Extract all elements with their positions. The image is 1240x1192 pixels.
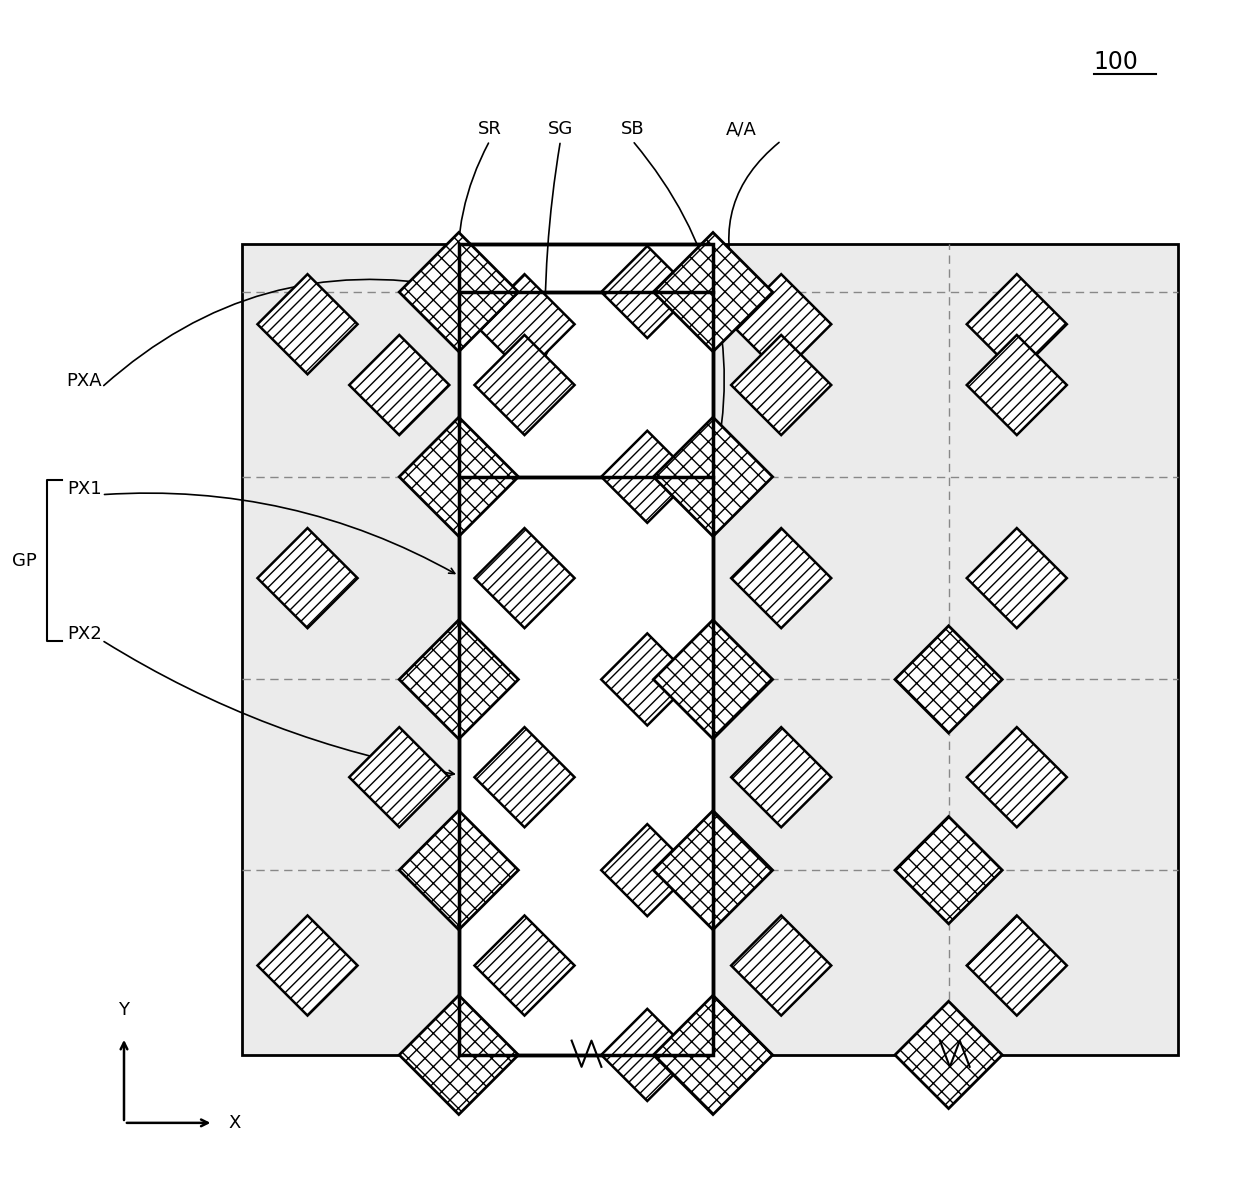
Polygon shape (399, 417, 518, 536)
Polygon shape (601, 1008, 693, 1101)
Polygon shape (258, 528, 357, 628)
Polygon shape (653, 995, 773, 1115)
Polygon shape (967, 727, 1066, 827)
Polygon shape (895, 817, 1002, 924)
Polygon shape (475, 528, 574, 628)
Polygon shape (895, 1001, 1002, 1109)
Polygon shape (399, 232, 518, 352)
Polygon shape (967, 528, 1066, 628)
Polygon shape (967, 274, 1066, 374)
Polygon shape (653, 417, 773, 536)
Text: PX2: PX2 (67, 625, 102, 644)
Bar (459, 244, 713, 1055)
Text: X: X (228, 1113, 241, 1132)
Polygon shape (653, 811, 773, 930)
Polygon shape (653, 620, 773, 739)
Text: PX1: PX1 (67, 479, 102, 498)
Text: GP: GP (12, 552, 37, 570)
Bar (459, 244, 713, 1055)
Polygon shape (732, 274, 831, 374)
Text: A/A: A/A (727, 120, 756, 138)
Polygon shape (399, 620, 518, 739)
Polygon shape (601, 430, 693, 523)
Bar (242, 244, 1178, 1055)
Polygon shape (350, 335, 449, 435)
Polygon shape (967, 335, 1066, 435)
Polygon shape (732, 528, 831, 628)
Polygon shape (475, 335, 574, 435)
Polygon shape (895, 626, 1002, 733)
Text: 100: 100 (1094, 50, 1138, 74)
Polygon shape (653, 232, 773, 352)
Polygon shape (732, 335, 831, 435)
Polygon shape (732, 915, 831, 1016)
Polygon shape (601, 633, 693, 726)
Polygon shape (732, 727, 831, 827)
Text: Y: Y (119, 1001, 129, 1019)
Polygon shape (475, 915, 574, 1016)
Polygon shape (475, 274, 574, 374)
Polygon shape (601, 824, 693, 917)
Polygon shape (258, 274, 357, 374)
Polygon shape (399, 995, 518, 1115)
Text: SG: SG (548, 120, 573, 138)
Text: PXA: PXA (66, 372, 102, 391)
Text: SR: SR (477, 120, 502, 138)
Polygon shape (601, 246, 693, 339)
Polygon shape (399, 811, 518, 930)
Polygon shape (475, 727, 574, 827)
Polygon shape (258, 915, 357, 1016)
Polygon shape (967, 915, 1066, 1016)
Polygon shape (350, 727, 449, 827)
Text: SB: SB (620, 120, 645, 138)
